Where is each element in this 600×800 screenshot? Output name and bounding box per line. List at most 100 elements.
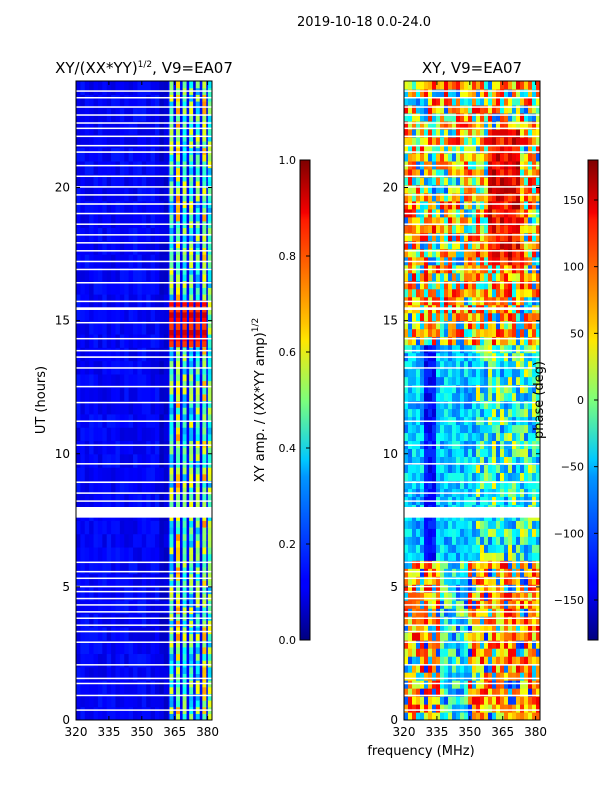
- heatmap-cell: [440, 592, 445, 601]
- stripe-cell: [207, 280, 212, 288]
- heatmap-cell: [420, 336, 425, 346]
- stripe-cell: [169, 254, 174, 262]
- heatmap-cell: [440, 376, 445, 386]
- heatmap-cell: [464, 480, 469, 489]
- heatmap-cell: [412, 376, 417, 386]
- stripe-cell: [189, 626, 194, 635]
- heatmap-cell: [504, 616, 509, 625]
- heatmap-cell: [137, 94, 143, 109]
- stripe-cell: [195, 287, 200, 295]
- hot-cell: [169, 317, 174, 324]
- heatmap-cell: [97, 586, 103, 601]
- heatmap-cell: [93, 94, 99, 109]
- heatmap-cell: [172, 600, 178, 615]
- stripe-cell: [189, 480, 194, 488]
- heatmap-cell: [456, 320, 461, 330]
- heatmap-cell: [528, 624, 533, 633]
- stripe-cell: [189, 500, 194, 508]
- heatmap-cell: [154, 240, 160, 255]
- heatmap-cell: [444, 472, 449, 481]
- heatmap-cell: [412, 152, 417, 162]
- heatmap-cell: [440, 408, 445, 418]
- heatmap-cell: [536, 96, 540, 106]
- heatmap-cell: [484, 144, 489, 154]
- heatmap-cell: [185, 533, 191, 548]
- heatmap-cell: [172, 560, 178, 575]
- heatmap-cell: [408, 336, 413, 346]
- stripe-cell: [176, 633, 180, 641]
- heatmap-cell: [84, 160, 90, 175]
- heatmap-cell: [496, 528, 501, 537]
- heatmap-cell: [504, 456, 509, 465]
- heatmap-cell: [456, 592, 461, 601]
- stripe-cell: [176, 427, 180, 435]
- heatmap-cell: [492, 424, 497, 434]
- heatmap-cell: [448, 344, 453, 354]
- heatmap-cell: [416, 672, 421, 681]
- stripe-cell: [207, 600, 212, 608]
- stripe-cell: [182, 553, 187, 561]
- heatmap-cell: [452, 480, 457, 489]
- heatmap-cell: [416, 656, 421, 665]
- heatmap-cell: [408, 328, 413, 338]
- heatmap-cell: [468, 392, 473, 402]
- stripe-cell: [182, 380, 187, 388]
- heatmap-cell: [424, 480, 429, 489]
- heatmap-cell: [508, 712, 513, 720]
- heatmap-cell: [476, 136, 481, 146]
- heatmap-cell: [159, 440, 165, 455]
- heatmap-cell: [472, 680, 477, 689]
- heatmap-cell: [508, 376, 513, 386]
- heatmap-cell: [512, 392, 517, 402]
- heatmap-cell: [500, 456, 505, 465]
- heatmap-cell: [416, 168, 421, 178]
- heatmap-cell: [524, 616, 529, 625]
- heatmap-cell: [496, 616, 501, 625]
- heatmap-cell: [456, 344, 461, 354]
- heatmap-cell: [532, 376, 537, 386]
- heatmap-cell: [460, 640, 465, 649]
- heatmap-cell: [416, 616, 421, 625]
- heatmap-cell: [128, 214, 134, 229]
- heatmap-cell: [520, 408, 525, 418]
- stripe-cell: [207, 520, 212, 528]
- heatmap-cell: [520, 344, 525, 354]
- heatmap-cell: [512, 336, 517, 346]
- heatmap-cell: [432, 272, 437, 282]
- heatmap-cell: [404, 584, 409, 593]
- heatmap-cell: [137, 560, 143, 575]
- heatmap-cell: [416, 224, 421, 234]
- heatmap-cell: [76, 134, 81, 149]
- heatmap-cell: [492, 368, 497, 378]
- heatmap-cell: [520, 536, 525, 545]
- heatmap-cell: [428, 664, 433, 673]
- heatmap-cell: [440, 144, 445, 154]
- heatmap-cell: [404, 336, 409, 346]
- heatmap-cell: [420, 384, 425, 394]
- heatmap-cell: [412, 568, 417, 577]
- heatmap-cell: [496, 128, 501, 138]
- heatmap-cell: [492, 456, 497, 465]
- stripe-cell: [176, 487, 180, 495]
- heatmap-cell: [468, 560, 473, 569]
- heatmap-cell: [488, 104, 493, 114]
- heatmap-cell: [524, 104, 529, 114]
- stripe-cell: [169, 373, 174, 382]
- stripe-cell: [207, 134, 212, 142]
- stripe-cell: [189, 560, 194, 568]
- stripe-cell: [202, 666, 207, 675]
- stripe-cell: [195, 673, 200, 681]
- heatmap-cell: [484, 368, 489, 378]
- heatmap-cell: [428, 184, 433, 194]
- heatmap-cell: [472, 712, 477, 720]
- heatmap-cell: [198, 653, 204, 668]
- heatmap-cell: [106, 200, 112, 215]
- heatmap-cell: [472, 448, 477, 458]
- heatmap-cell: [508, 568, 513, 577]
- heatmap-cell: [504, 688, 509, 697]
- heatmap-cell: [464, 280, 469, 290]
- heatmap-cell: [163, 520, 169, 535]
- heatmap-cell: [133, 174, 139, 189]
- heatmap-cell: [76, 653, 81, 668]
- heatmap-cell: [480, 624, 485, 633]
